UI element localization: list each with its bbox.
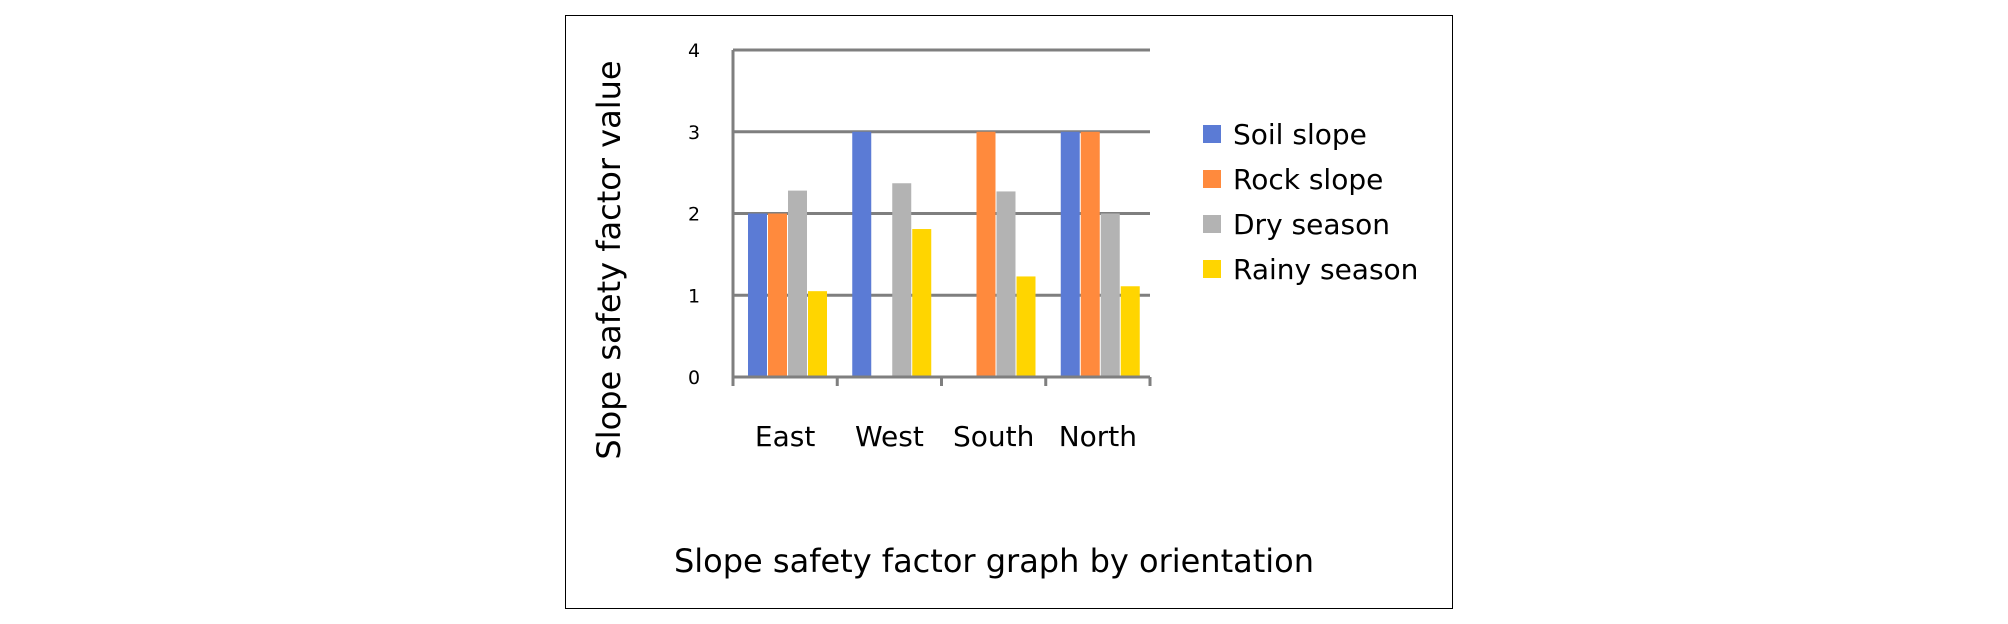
bar-rock-slope-south	[976, 131, 996, 377]
bar-rock-slope-north	[1080, 131, 1100, 377]
bar-dry-season-south	[996, 191, 1016, 377]
bar-rainy-season-east	[808, 291, 827, 377]
legend: Soil slope Rock slope Dry season Rainy seas…	[1203, 118, 1418, 286]
y-tick-label: 0	[688, 367, 700, 389]
bar-rainy-season-west	[912, 229, 932, 377]
x-category-label: North	[1059, 420, 1137, 453]
x-category-label: West	[855, 420, 924, 453]
axes	[731, 50, 1152, 386]
legend-swatch	[1203, 260, 1221, 278]
legend-swatch	[1203, 170, 1221, 188]
legend-swatch	[1203, 125, 1221, 143]
bars	[748, 131, 1140, 377]
chart-frame	[565, 15, 1453, 609]
bar-dry-season-west	[892, 183, 912, 377]
y-tick-label: 4	[688, 40, 700, 62]
y-axis-label: Slope safety factor value	[590, 60, 628, 459]
y-tick-label: 3	[688, 122, 700, 144]
legend-label: Rainy season	[1233, 253, 1418, 286]
x-category-labels: East West South North	[755, 420, 1137, 453]
legend-label: Soil slope	[1233, 118, 1367, 151]
bar-dry-season-north	[1100, 213, 1120, 377]
bar-soil-slope-east	[748, 213, 767, 377]
bar-soil-slope-west	[852, 131, 872, 377]
y-tick-label: 1	[688, 285, 700, 307]
x-category-label: South	[953, 420, 1034, 453]
bar-rainy-season-south	[1016, 276, 1036, 377]
legend-swatch	[1203, 215, 1221, 233]
legend-label: Dry season	[1233, 208, 1390, 241]
y-tick-label: 2	[688, 204, 700, 226]
bar-rock-slope-east	[768, 213, 787, 377]
bar-rainy-season-north	[1120, 286, 1140, 377]
chart-caption: Slope safety factor graph by orientation	[674, 542, 1314, 580]
y-tick-labels: 0 1 2 3 4	[688, 40, 700, 389]
bar-dry-season-east	[788, 190, 807, 377]
x-category-label: East	[755, 420, 815, 453]
bar-soil-slope-north	[1060, 131, 1080, 377]
legend-label: Rock slope	[1233, 163, 1383, 196]
